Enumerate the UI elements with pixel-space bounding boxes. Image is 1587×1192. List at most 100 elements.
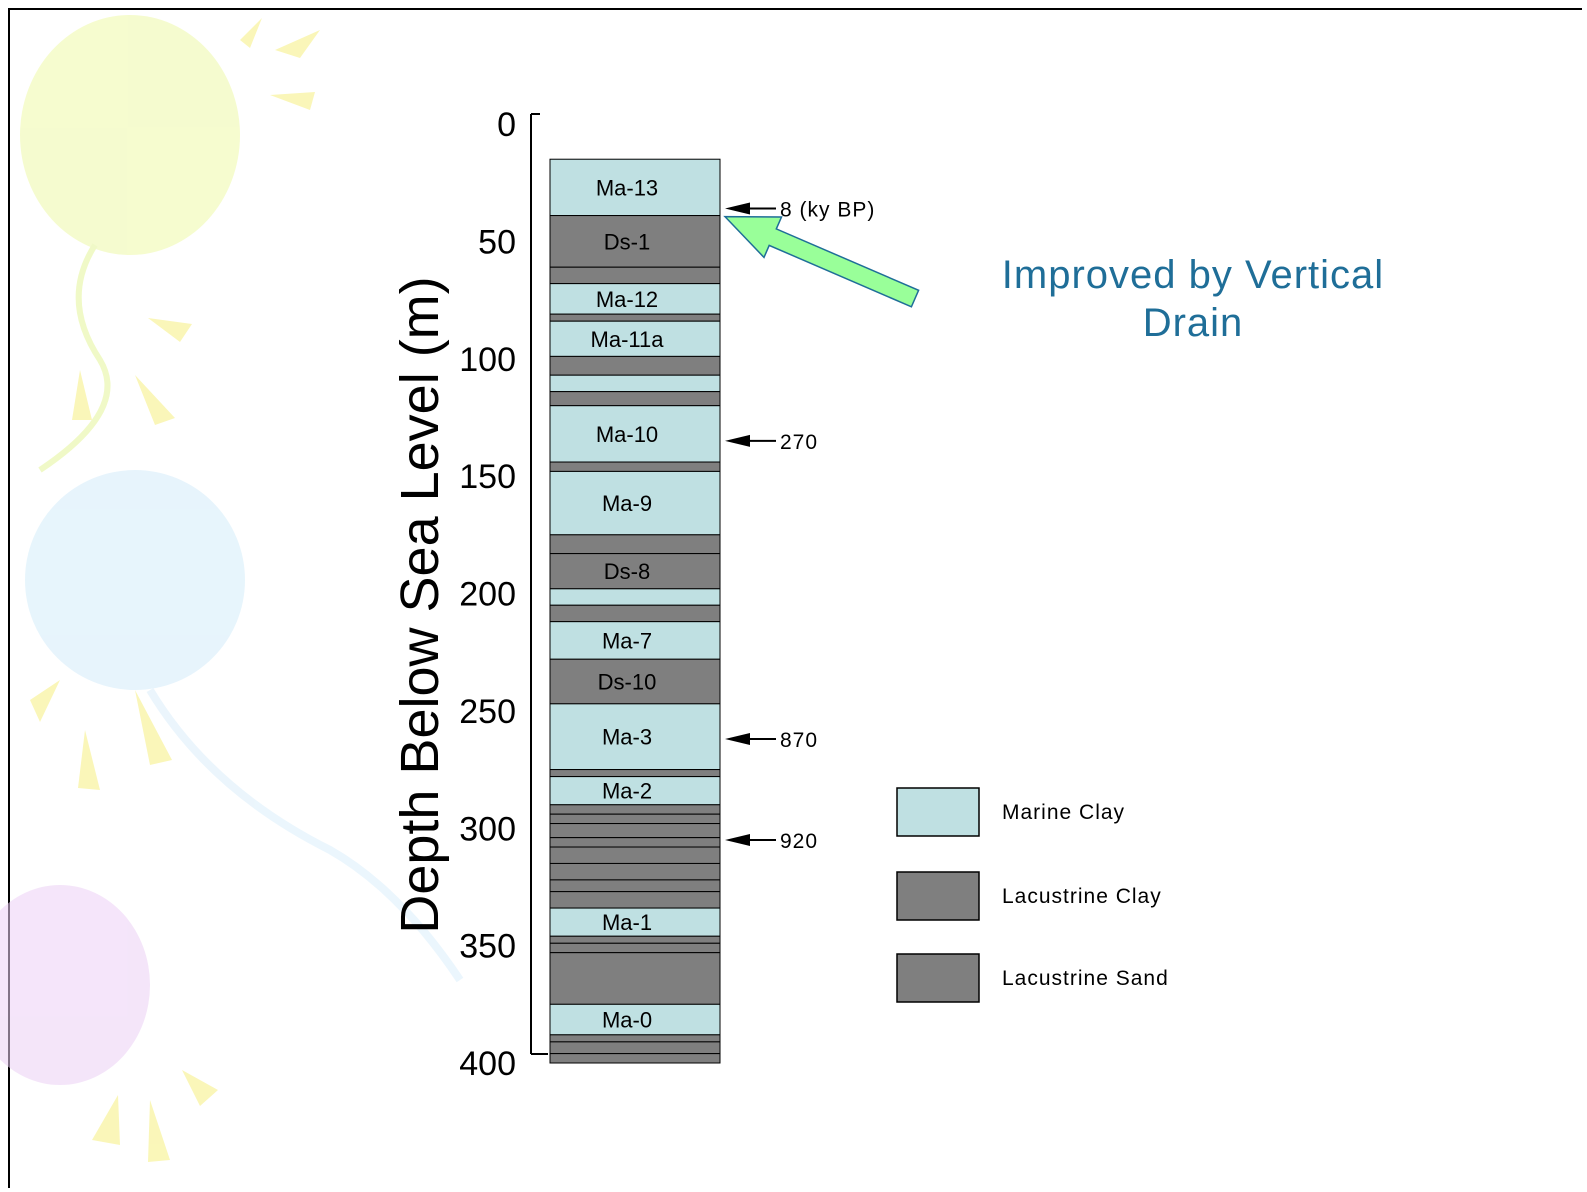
- layer-label: Ma-12: [596, 287, 658, 312]
- age-marker-label: 8 (ky BP): [780, 199, 875, 222]
- age-marker-arrowhead: [725, 733, 750, 746]
- callout-arrow: [723, 215, 920, 308]
- depth-tick-label: 200: [459, 576, 516, 614]
- stratigraphic-layer: [549, 935, 721, 944]
- stratigraphic-layer: [549, 942, 721, 954]
- yellow-sun-ray: [135, 375, 175, 425]
- yellow-balloon-string: [38, 243, 111, 473]
- layer-label: Ma-10: [596, 422, 658, 447]
- stratigraphic-column: [549, 158, 721, 1064]
- yellow-balloon-icon: [20, 15, 240, 255]
- layer-label: Ma-2: [602, 779, 652, 804]
- stratigraphic-layer: [549, 355, 721, 376]
- yellow-sun-ray: [270, 92, 315, 110]
- callout: Improved by Vertical Drain: [723, 215, 1384, 345]
- stratigraphic-layer: [549, 405, 721, 463]
- legend-swatch: [896, 871, 980, 921]
- yellow-sun-ray: [72, 370, 92, 420]
- yellow-sun-ray: [148, 1100, 170, 1162]
- age-marker-label: 870: [780, 729, 818, 752]
- stratigraphic-layer: [549, 952, 721, 1005]
- legend-label: Lacustrine Clay: [1002, 885, 1162, 908]
- depth-tick-label: 300: [459, 810, 516, 848]
- stratigraphic-layer: [549, 553, 721, 590]
- yellow-sun-ray: [240, 18, 262, 48]
- stratigraphic-layer: [549, 813, 721, 825]
- layer-labels: Ma-13 Ds-1 Ma-12 Ma-11a Ma-10 Ma-9 Ds-8 Ma-7 Ds-…: [591, 175, 665, 1032]
- depth-tick-label: 350: [459, 928, 516, 966]
- stratigraphic-layer: [549, 776, 721, 806]
- age-marker-label: 920: [780, 830, 818, 853]
- age-marker-label: 270: [780, 431, 818, 454]
- yellow-sun-ray: [275, 30, 320, 58]
- age-marker-arrowhead: [725, 833, 750, 846]
- legend-swatch: [896, 953, 980, 1003]
- stratigraphic-layer: [549, 391, 721, 407]
- stratigraphic-layer: [549, 846, 721, 864]
- stratigraphic-layer: [549, 891, 721, 909]
- stratigraphic-layer: [549, 313, 721, 322]
- age-marker-arrowhead: [725, 434, 750, 447]
- yellow-sun-ray: [182, 1070, 218, 1106]
- purple-balloon-icon: [0, 885, 150, 1085]
- stratigraphic-layer: [549, 837, 721, 848]
- stratigraphic-layer: [549, 461, 721, 472]
- age-markers: 8 (ky BP) 270 870 920: [725, 199, 875, 853]
- stratigraphic-layer: [549, 1053, 721, 1064]
- depth-tick-labels: 0 50 100 150 200 250 300 350 400: [459, 106, 516, 1083]
- callout-text-line-1: Improved by Vertical: [1002, 253, 1384, 297]
- balloon-background: [0, 15, 464, 1162]
- yellow-sun-ray: [148, 318, 192, 342]
- depth-tick-label: 150: [459, 458, 516, 496]
- stratigraphic-layer: [549, 588, 721, 606]
- legend-label: Marine Clay: [1002, 801, 1125, 824]
- layer-label: Ds-1: [604, 229, 650, 254]
- stratigraphic-layer: [549, 862, 721, 881]
- legend-label: Lacustrine Sand: [1002, 967, 1169, 990]
- callout-text-line-2: Drain: [1143, 301, 1244, 345]
- stratigraphic-layer: [549, 1003, 721, 1036]
- yellow-sun-ray: [135, 690, 172, 765]
- yellow-sun-ray: [92, 1095, 120, 1145]
- yellow-sun-ray: [78, 730, 100, 790]
- stratigraphic-layer: [549, 266, 721, 285]
- stratigraphic-layer: [549, 1034, 721, 1043]
- layer-label: Ma-3: [602, 725, 652, 750]
- legend: Marine Clay Lacustrine Clay Lacustrine San…: [896, 787, 1169, 1003]
- depth-tick-label: 50: [478, 223, 516, 261]
- stratigraphic-layer: [549, 1041, 721, 1055]
- stratigraphic-layer: [549, 769, 721, 778]
- stratigraphic-layer: [549, 158, 721, 217]
- blue-balloon-icon: [25, 470, 245, 690]
- layer-label: Ma-13: [596, 175, 658, 200]
- layer-label: Ma-9: [602, 491, 652, 516]
- depth-tick-label: 250: [459, 693, 516, 731]
- stratigraphic-layer: [549, 907, 721, 937]
- stratigraphic-layer: [549, 604, 721, 623]
- layer-label: Ma-0: [602, 1008, 652, 1033]
- stratigraphic-layer: [549, 534, 721, 555]
- stratigraphic-layer: [549, 823, 721, 839]
- layer-label: Ma-1: [602, 910, 652, 935]
- depth-tick-label: 100: [459, 341, 516, 379]
- stratigraphic-layer: [549, 320, 721, 357]
- slide-frame: [8, 8, 1582, 1188]
- stratigraphic-layer: [549, 374, 721, 393]
- layer-label: Ds-8: [604, 559, 650, 584]
- depth-axis: 0 50 100 150 200 250 300 350 400: [459, 106, 548, 1083]
- layer-label: Ds-10: [598, 670, 657, 695]
- legend-swatch: [896, 787, 980, 837]
- stratigraphic-layer: [549, 879, 721, 893]
- blue-balloon-string: [146, 687, 464, 983]
- depth-axis-title: Depth Below Sea Level (m): [390, 276, 450, 933]
- stratigraphic-layer: [549, 621, 721, 660]
- depth-tick-label: 0: [497, 106, 516, 144]
- layer-label: Ma-11a: [591, 327, 665, 352]
- stratigraphic-layer: [549, 215, 721, 268]
- stratigraphic-layer: [549, 283, 721, 315]
- layer-label: Ma-7: [602, 628, 652, 653]
- age-marker-arrowhead: [725, 202, 750, 215]
- depth-tick-label: 400: [459, 1045, 516, 1083]
- stratigraphic-layer: [549, 804, 721, 815]
